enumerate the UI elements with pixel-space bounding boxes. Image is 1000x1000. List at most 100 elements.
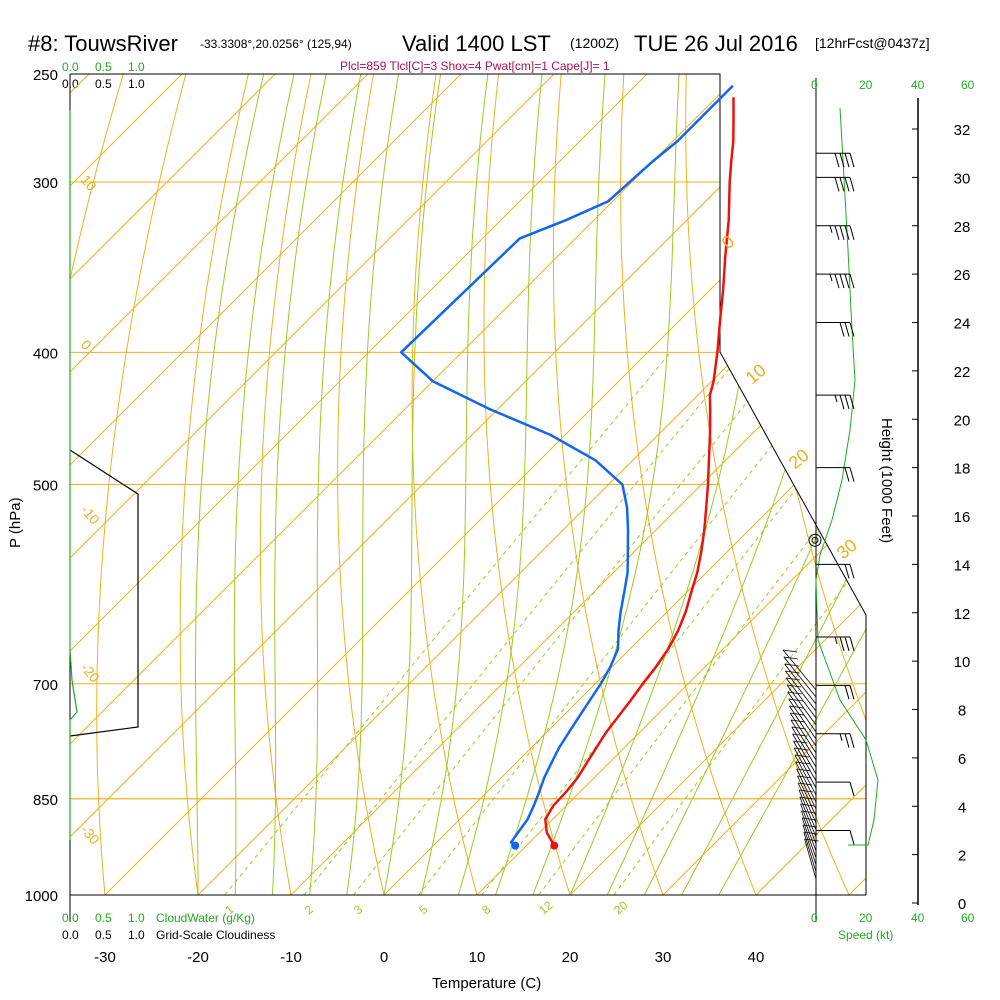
- height-tick-label: 28: [954, 219, 971, 236]
- speed-top-3: 60: [961, 78, 975, 92]
- bottom-cloudwater-scale: 0.0 0.5 1.0 CloudWater (g/Kg): [62, 911, 255, 925]
- dry-adiabat-label: 0: [78, 337, 95, 353]
- pressure-tick-label: 500: [33, 478, 58, 495]
- wind-barb: [802, 824, 818, 866]
- wind-barb: [795, 761, 817, 803]
- isotherm-line: [942, 74, 1000, 895]
- pressure-tick-label: 300: [33, 175, 58, 192]
- height-tick-label: 2: [958, 848, 966, 865]
- moist-adiabat: [420, 74, 489, 895]
- speed-bot-2: 40: [911, 911, 925, 925]
- wind-barb: [798, 789, 817, 831]
- wind-barb: [801, 817, 817, 859]
- cl-bot-label: Grid-Scale Cloudiness: [156, 928, 275, 942]
- cw-top-1: 0.5: [95, 60, 112, 74]
- wind-barb: [786, 684, 817, 726]
- wind-barb: [816, 394, 855, 410]
- moist-adiabat: [718, 74, 866, 895]
- isotherm-line: [848, 74, 866, 895]
- y-axis-title: P (hPa): [7, 497, 24, 548]
- wind-barb: [789, 705, 817, 747]
- height-tick-label: 4: [958, 799, 966, 816]
- dry-adiabat: [552, 74, 675, 895]
- moist-adiabat: [383, 74, 442, 895]
- dry-adiabat: [685, 74, 863, 895]
- moist-adiabat: [195, 74, 265, 895]
- pressure-tick-label: 400: [33, 345, 58, 362]
- cl-top-1: 0.5: [95, 77, 112, 91]
- forecast-label: [12hrFcst@0437z]: [815, 35, 930, 51]
- dry-adiabat: [620, 74, 769, 895]
- wind-barb: [803, 831, 818, 873]
- dry-adiabat: [96, 74, 193, 895]
- isotherm-line: [476, 74, 866, 895]
- moist-adiabat: [457, 74, 543, 895]
- dry-adiabat: [810, 74, 866, 895]
- speed-scale-bottom: 0 20 40 60 Speed (kt): [811, 911, 975, 942]
- wind-barb: [787, 691, 817, 733]
- moist-adiabat: [681, 74, 866, 895]
- wind-barb: [816, 322, 855, 337]
- temp-tick-label: -10: [280, 949, 302, 966]
- height-tick-label: 14: [954, 557, 971, 574]
- dry-adiabat: [259, 74, 317, 895]
- wind-barb: [816, 781, 855, 797]
- moist-adiabat: [346, 74, 400, 895]
- wind-barb: [816, 225, 855, 240]
- dry-adiabat: [337, 74, 392, 895]
- moist-adiabat: [309, 74, 362, 895]
- dry-adiabat: [411, 74, 486, 895]
- pressure-tick-label: 850: [33, 792, 58, 809]
- height-tick-label: 0: [958, 896, 966, 913]
- wind-barb: [816, 829, 855, 845]
- mixing-ratio-label: 2: [302, 902, 316, 917]
- lcl-marker: [808, 533, 822, 547]
- wind-barb: [782, 649, 817, 691]
- wind-barb: [799, 796, 817, 838]
- background-lines: [70, 74, 1000, 895]
- pressure-tick-label: 700: [33, 677, 58, 694]
- height-tick-label: 22: [954, 364, 971, 381]
- temp-tick-label: 20: [562, 949, 579, 966]
- wind-barb: [793, 747, 817, 789]
- mixing-ratio-line: [353, 351, 788, 895]
- mixing-ratio-line: [224, 351, 671, 895]
- surface-dewpoint-point: [511, 841, 520, 850]
- wind-barb: [792, 733, 817, 775]
- cw-bot-2: 1.0: [128, 911, 145, 925]
- valid-date: TUE 26 Jul 2016: [634, 31, 798, 56]
- height-tick-label: 18: [954, 461, 971, 478]
- isotherm-line: [70, 74, 369, 895]
- moist-adiabat: [495, 74, 606, 895]
- height-tick-label: 10: [954, 654, 971, 671]
- surface-temperature-point: [550, 841, 559, 850]
- utc-time: (1200Z): [570, 35, 619, 51]
- cloudiness-profile: [69, 449, 139, 737]
- height-tick-label: 8: [958, 703, 966, 720]
- top-cloudiness-scale: 0.0 0.5 1.0: [62, 77, 145, 91]
- wind-barb: [816, 733, 855, 748]
- cw-bot-1: 0.5: [95, 911, 112, 925]
- isotherm-line: [70, 74, 276, 895]
- wind-barb: [785, 677, 817, 719]
- wind-barb: [816, 152, 855, 168]
- wind-barb: [816, 684, 855, 700]
- mixing-ratio-label: 12: [536, 898, 555, 918]
- speed-scale-top: 0 20 40 60: [811, 78, 975, 92]
- dewpoint-line: [399, 84, 734, 847]
- valid-time: Valid 1400 LST: [402, 31, 551, 56]
- temperature-line: [544, 97, 735, 847]
- wind-barb: [785, 670, 817, 712]
- speed-top-0: 0: [811, 78, 818, 92]
- wind-speed-profile: [815, 107, 879, 846]
- isotherm-line: [755, 74, 866, 895]
- wind-barb: [816, 563, 855, 579]
- speed-top-2: 40: [911, 78, 925, 92]
- moist-adiabat: [532, 74, 680, 895]
- sounding-indices: Plcl=859 Tlcl[C]=3 Shox=4 Pwat[cm]=1 Cap…: [340, 59, 610, 73]
- wind-barb: [784, 663, 817, 705]
- height-tick-label: 6: [958, 751, 966, 768]
- cw-bot-0: 0.0: [62, 911, 79, 925]
- dry-adiabat-label: -20: [78, 660, 103, 686]
- moist-adiabat: [233, 74, 295, 895]
